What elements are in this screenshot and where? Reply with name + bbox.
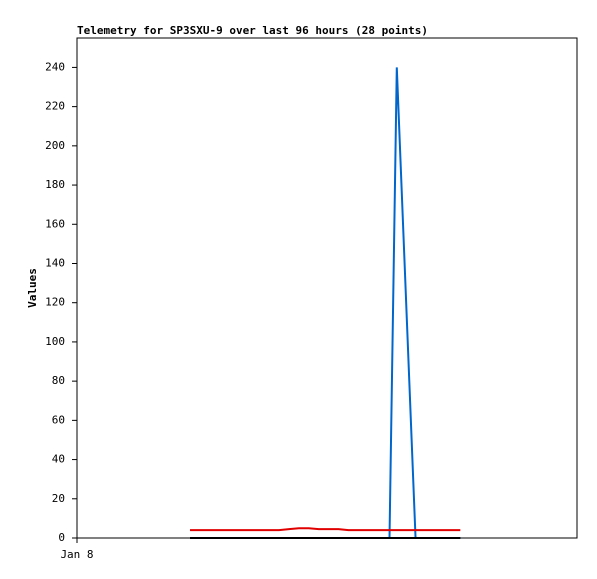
y-tick-label: 240 — [45, 60, 65, 73]
y-axis-label: Values — [26, 268, 39, 308]
y-tick-label: 0 — [58, 531, 65, 544]
plot-frame — [76, 37, 578, 539]
y-tick-label: 60 — [52, 413, 65, 426]
y-tick-label: 80 — [52, 374, 65, 387]
y-tick-label: 140 — [45, 256, 65, 269]
y-tick-label: 100 — [45, 335, 65, 348]
chart-title: Telemetry for SP3SXU-9 over last 96 hour… — [77, 24, 428, 37]
y-tick-label: 20 — [52, 492, 65, 505]
y-tick-label: 160 — [45, 217, 65, 230]
x-tick-label: Jan 8 — [60, 548, 93, 561]
y-tick-label: 120 — [45, 296, 65, 309]
y-tick-label: 220 — [45, 100, 65, 113]
series-line — [190, 67, 461, 539]
y-tick-label: 180 — [45, 178, 65, 191]
y-tick-label: 200 — [45, 139, 65, 152]
series-line — [190, 527, 461, 532]
y-tick-label: 40 — [52, 453, 65, 466]
